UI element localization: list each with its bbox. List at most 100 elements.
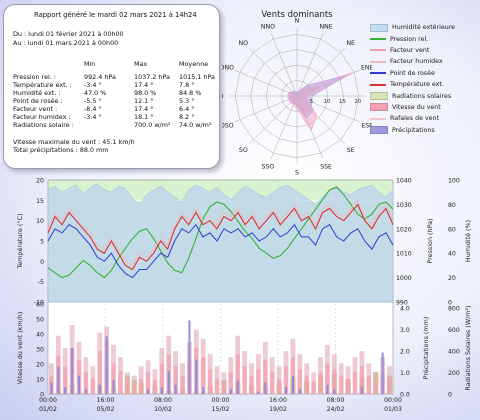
row-avg: 5.3 °: [179, 97, 195, 105]
legend-label: Point de rosée: [390, 69, 435, 77]
radiation-tick: 0: [448, 392, 452, 399]
rose-spoke: [270, 33, 298, 97]
pressure-line: [47, 186, 394, 279]
rose-direction-label: SSE: [320, 164, 332, 171]
rose-direction-label: ESE: [361, 123, 372, 130]
time-tick-label: 08:00: [154, 397, 172, 404]
precipitation-bar: [202, 387, 205, 394]
row-max: 1037.2 hPa: [134, 73, 170, 81]
pressure-tick: 1020: [396, 226, 412, 233]
legend-swatch: [370, 38, 386, 41]
legend-swatch: [370, 126, 388, 135]
humidity-tick: 80: [448, 202, 456, 209]
legend-swatch: [370, 92, 388, 101]
wind-speed-bar: [373, 381, 378, 394]
wind-speed-bar: [318, 372, 323, 394]
wind-max: Vitesse maximale du vent : 45.1 km/h: [13, 138, 135, 146]
precipitation-bar: [78, 375, 81, 394]
rose-direction-label: ENE: [361, 64, 372, 71]
date-tick-label: 15/02: [212, 406, 230, 413]
temperature-line: [47, 203, 394, 271]
temp-tick: 5: [40, 239, 44, 246]
rose-direction-label: SO: [239, 147, 248, 154]
legend-item: Facteur humidex: [370, 56, 478, 67]
rose-spoke: [270, 95, 298, 159]
wind-tick: 40: [36, 332, 44, 339]
humidity-tick: 60: [448, 226, 456, 233]
wind-speed-bar: [242, 366, 247, 394]
wind-speed-bar: [249, 375, 254, 394]
time-tick-label: 00:00: [212, 397, 230, 404]
wind-speed-bar: [284, 366, 289, 394]
precipitation-bar: [326, 384, 329, 394]
row-label: Facteur humidex :: [13, 113, 71, 121]
rose-direction-label: S: [295, 170, 299, 176]
legend-label: Rafales de vent: [390, 115, 440, 123]
legend-swatch: [370, 49, 386, 52]
precipitation-bar: [188, 320, 191, 394]
rose-radial-tick: 20: [354, 99, 361, 105]
row-label: Point de rosée :: [13, 97, 63, 105]
wind-axis-title: Vitesse du vent (km/h): [16, 312, 24, 385]
wind-speed-bar: [235, 354, 240, 394]
pressure-tick: 1010: [396, 251, 412, 258]
period-to: Au : lundi 01 mars 2021 à 00h00: [13, 39, 119, 47]
rose-direction-label: O: [222, 94, 224, 101]
temp-tick: 20: [36, 178, 44, 185]
row-min: -3.4 °: [84, 81, 102, 89]
row-avg: 1015.1 hPa: [179, 73, 215, 81]
pressure-tick: 1000: [396, 275, 412, 282]
legend-label: Précipitations: [392, 126, 435, 134]
precipitation-bar: [84, 389, 87, 394]
rose-spoke: [296, 33, 324, 97]
radiation-tick: 400: [448, 349, 460, 356]
precipitation-bar: [195, 359, 198, 394]
top-series: [47, 183, 394, 303]
temp-tick: -5: [38, 279, 44, 286]
pressure-tick: 990: [396, 300, 408, 307]
axis-labels: 20151050-5-10104010301020101010009901008…: [16, 178, 472, 414]
precip-total: Total précipitations : 88.0 mm: [13, 146, 109, 154]
humidity-tick: 40: [448, 251, 456, 258]
date-tick-label: 01/03: [384, 406, 402, 413]
precipitation-bar: [167, 371, 170, 394]
legend-item: Humidité extérieure: [370, 22, 478, 33]
rose-direction-label: NNO: [261, 23, 275, 30]
humidity-tick: 0: [448, 300, 452, 307]
wind-speed-bar: [118, 371, 123, 394]
wind-speed-bar: [339, 375, 344, 394]
wind-rose-chart: Vents dominants NNNENEENEEESESESSESSSOSO…: [222, 10, 372, 176]
rose-title: Vents dominants: [261, 10, 333, 20]
legend-item: Température ext.: [370, 79, 478, 90]
legend-swatch: [370, 72, 386, 75]
wind-speed-bar: [366, 375, 371, 394]
header-max: Max: [134, 60, 148, 68]
wind-tick: 50: [36, 317, 44, 324]
date-tick-label: 10/02: [154, 406, 172, 413]
wind-tick: 0: [40, 392, 44, 399]
radiation-tick: 800: [448, 306, 460, 313]
rose-series-polygon: [288, 75, 346, 120]
time-tick-label: 00:00: [384, 397, 402, 404]
wind-speed-bar: [180, 375, 185, 394]
precip-tick: 2.0: [400, 349, 410, 356]
row-avg: 74.0 w/m²: [179, 121, 212, 129]
precip-tick: 3.0: [400, 327, 410, 334]
row-avg: 7.8 °: [179, 81, 195, 89]
precipitation-bar: [112, 380, 115, 394]
time-tick-label: 16:00: [269, 397, 287, 404]
row-max: 17.4 °: [134, 105, 154, 113]
wind-speed-bar: [132, 384, 137, 394]
wind-speed-bar: [387, 378, 392, 394]
precipitation-bar: [147, 389, 150, 394]
precipitation-bar: [160, 387, 163, 394]
wind-speed-bar: [332, 369, 337, 394]
pressure-axis-title: Pression (hPa): [426, 218, 434, 263]
legend-label: Pression rel.: [390, 35, 429, 43]
period-from: Du : lundi 01 février 2021 à 00h00: [13, 30, 124, 38]
time-tick-label: 08:00: [327, 397, 345, 404]
precip-tick: 1.0: [400, 370, 410, 377]
legend-item: Pression rel.: [370, 33, 478, 44]
precipitation-bar: [64, 387, 67, 394]
wind-speed-bar: [201, 357, 206, 394]
